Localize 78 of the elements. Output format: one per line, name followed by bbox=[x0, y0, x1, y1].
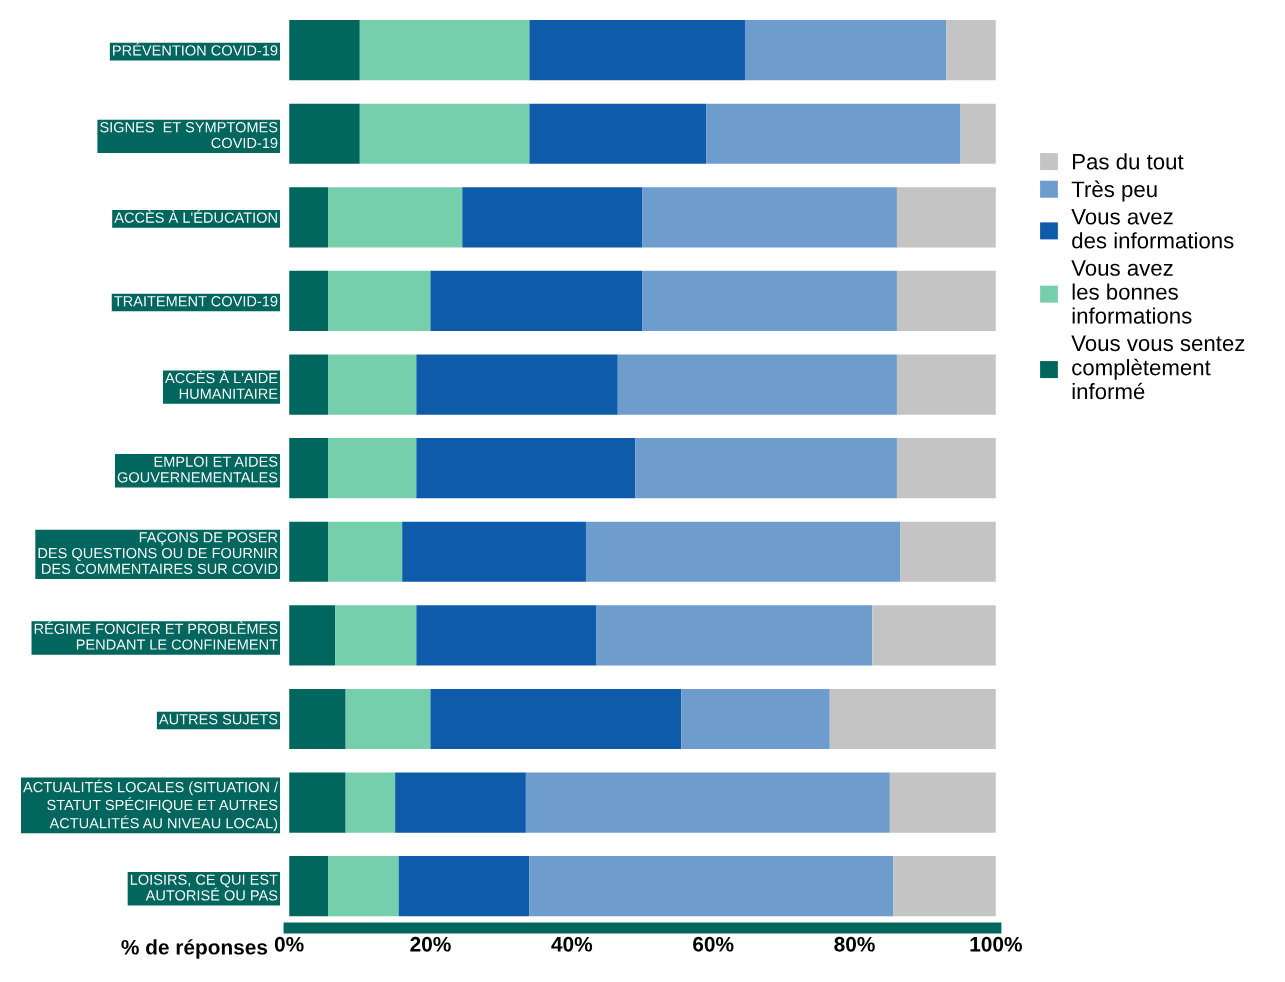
bar bbox=[529, 103, 707, 164]
y-tick-label: RÉGIME FONCIER ET PROBLÈMES PENDANT LE CONFINEMENT bbox=[34, 621, 278, 650]
x-tick-label: 60% bbox=[693, 936, 734, 952]
y-tick-label: FAÇONS DE POSER DES QUESTIONS OU DE FOURNIR DES COMMENTAIRES SUR COVID bbox=[38, 532, 278, 574]
bar bbox=[289, 270, 328, 332]
bar bbox=[960, 103, 996, 164]
bar bbox=[289, 772, 346, 833]
bar bbox=[345, 688, 431, 750]
bar bbox=[744, 20, 947, 81]
bar bbox=[289, 354, 328, 415]
bar bbox=[328, 270, 431, 332]
bar bbox=[359, 20, 530, 81]
bar bbox=[328, 187, 463, 248]
bar bbox=[359, 103, 530, 164]
bar bbox=[430, 688, 682, 750]
bar bbox=[416, 438, 636, 499]
bar bbox=[416, 354, 618, 415]
bar bbox=[328, 521, 403, 582]
bar bbox=[706, 103, 961, 164]
bar bbox=[596, 605, 873, 666]
x-axis-title: % de réponses bbox=[121, 939, 268, 959]
bar bbox=[617, 354, 897, 415]
bar bbox=[395, 772, 526, 833]
bar bbox=[529, 856, 894, 917]
bar bbox=[289, 688, 346, 750]
bar bbox=[896, 187, 996, 248]
y-tick-label: PRÉVENTION COVID-19 bbox=[113, 42, 278, 56]
bar bbox=[345, 772, 396, 833]
legend-label: Très peu bbox=[1071, 180, 1157, 202]
y-tick-label: AUTRES SUJETS bbox=[158, 714, 278, 725]
bar bbox=[946, 20, 996, 81]
legend-label: Vous avez les bonnes informations bbox=[1071, 260, 1192, 324]
x-tick-label: 0% bbox=[274, 936, 304, 952]
bar bbox=[635, 438, 897, 499]
bar bbox=[893, 856, 996, 917]
bar bbox=[398, 856, 530, 917]
bar bbox=[896, 270, 996, 332]
bar bbox=[681, 688, 830, 750]
bar bbox=[462, 187, 643, 248]
y-tick-label: LOISIRS, CE QUI EST AUTORISÉ OU PAS bbox=[130, 874, 278, 901]
legend-label: Vous avez des informations bbox=[1071, 209, 1234, 249]
bar bbox=[896, 354, 996, 415]
bar bbox=[416, 605, 597, 666]
y-tick-label: ACCÈS À L'AIDE HUMANITAIRE bbox=[165, 370, 278, 399]
bar bbox=[430, 270, 643, 332]
y-tick-label: EMPLOI ET AIDES GOUVERNEMENTALES bbox=[117, 456, 278, 483]
x-tick-label: 80% bbox=[834, 936, 875, 952]
bar bbox=[896, 438, 996, 499]
bar bbox=[585, 521, 901, 582]
bar bbox=[872, 605, 996, 666]
bar bbox=[289, 438, 328, 499]
bar bbox=[829, 688, 996, 750]
bar bbox=[402, 521, 586, 582]
x-tick-label: 20% bbox=[410, 936, 451, 952]
bar bbox=[642, 270, 897, 332]
bar bbox=[289, 521, 328, 582]
bar bbox=[289, 103, 360, 164]
y-tick-label: ACCÈS À L'ÉDUCATION bbox=[114, 210, 277, 223]
bar bbox=[289, 856, 328, 917]
y-tick-label: SIGNES ET SYMPTOMES COVID-19 bbox=[100, 122, 278, 149]
x-tick-label: 40% bbox=[551, 936, 593, 952]
y-tick-label: ACTUALITÉS LOCALES (SITUATION / STATUT SPÉCIFIQUE ET AUTRES ACTUALITÉS AU NIVEAU LOCAL) bbox=[23, 779, 279, 832]
bar bbox=[525, 772, 890, 833]
y-tick-label: TRAITEMENT COVID-19 bbox=[114, 296, 278, 307]
bar bbox=[328, 438, 417, 499]
bar bbox=[289, 605, 336, 666]
bar bbox=[889, 772, 996, 833]
bar bbox=[335, 605, 417, 666]
bar bbox=[328, 856, 399, 917]
bar bbox=[529, 20, 745, 81]
legend-label: Vous vous sentez complètement informé bbox=[1071, 335, 1245, 400]
bar bbox=[289, 187, 328, 248]
legend-label: Pas du tout bbox=[1073, 153, 1184, 170]
bar bbox=[900, 521, 996, 582]
bar bbox=[289, 20, 360, 81]
bar bbox=[642, 187, 897, 248]
x-tick-label: 100% bbox=[970, 936, 1022, 952]
bar bbox=[328, 354, 417, 415]
